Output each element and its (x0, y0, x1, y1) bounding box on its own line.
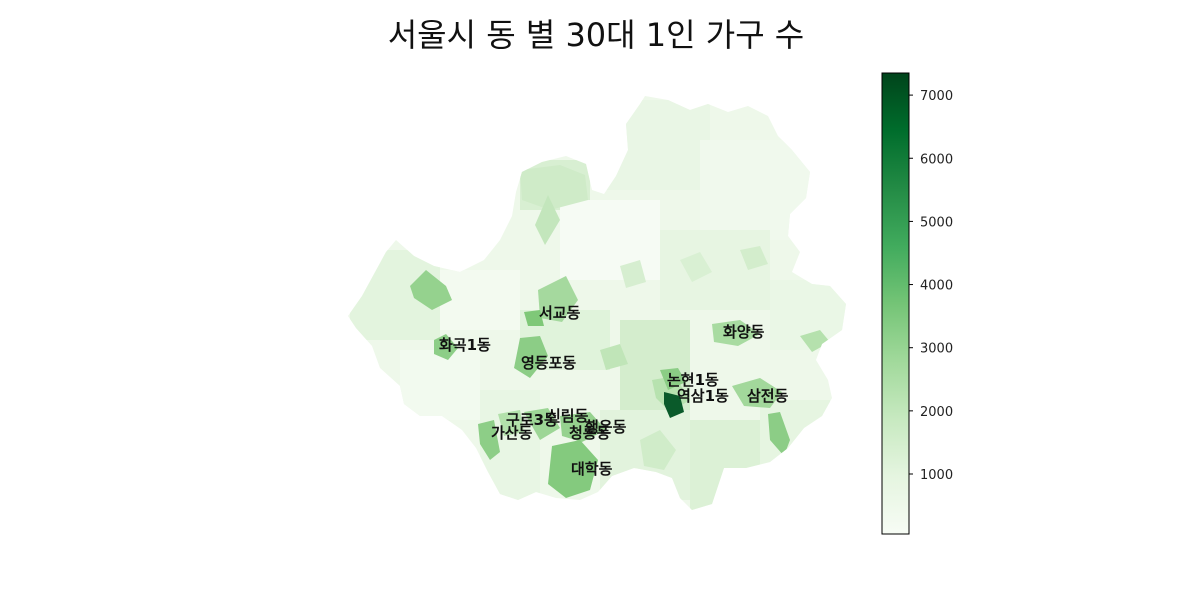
colorbar-tick-label: 4000 (920, 279, 953, 294)
colorbar-tick-label: 1000 (920, 468, 953, 483)
map-label-seogyo: 서교동 (539, 304, 581, 322)
colorbar-tick-label: 5000 (920, 215, 953, 230)
colorbar-gradient (881, 72, 910, 535)
map-label-guro3: 구로3동 (506, 411, 558, 429)
district-labels: 서교동 화곡1동 영등포동 화양동 논현1동 역삼1동 삼전동 구로3동 신림동… (439, 304, 789, 478)
map-label-yeoksam1: 역삼1동 (677, 387, 729, 405)
colorbar-tick-label: 6000 (920, 152, 953, 167)
colorbar-tick-label: 2000 (920, 405, 953, 420)
map-label-daehak: 대학동 (571, 460, 613, 478)
colorbar-ticks: 1000 2000 3000 4000 5000 6000 7000 (909, 89, 953, 483)
map-label-samjeon: 삼전동 (747, 387, 789, 405)
seoul-map-area (348, 96, 846, 510)
colorbar: 1000 2000 3000 4000 5000 6000 7000 (881, 72, 953, 535)
map-label-gasan: 가산동 (491, 424, 533, 442)
map-label-cheongryong: 청룡동 (569, 424, 611, 442)
map-label-hwayang: 화양동 (723, 323, 765, 341)
colorbar-tick-label: 7000 (920, 89, 953, 104)
colorbar-tick-label: 3000 (920, 342, 953, 357)
map-label-hwagok1: 화곡1동 (439, 336, 491, 354)
map-label-nonhyeon1: 논현1동 (667, 371, 719, 389)
map-label-sillim: 신림동 (547, 407, 589, 425)
map-title: 서울시 동 별 30대 1인 가구 수 (387, 16, 805, 54)
map-label-haengun: 행운동 (585, 418, 627, 436)
map-label-yeongdeungpo: 영등포동 (521, 354, 576, 372)
